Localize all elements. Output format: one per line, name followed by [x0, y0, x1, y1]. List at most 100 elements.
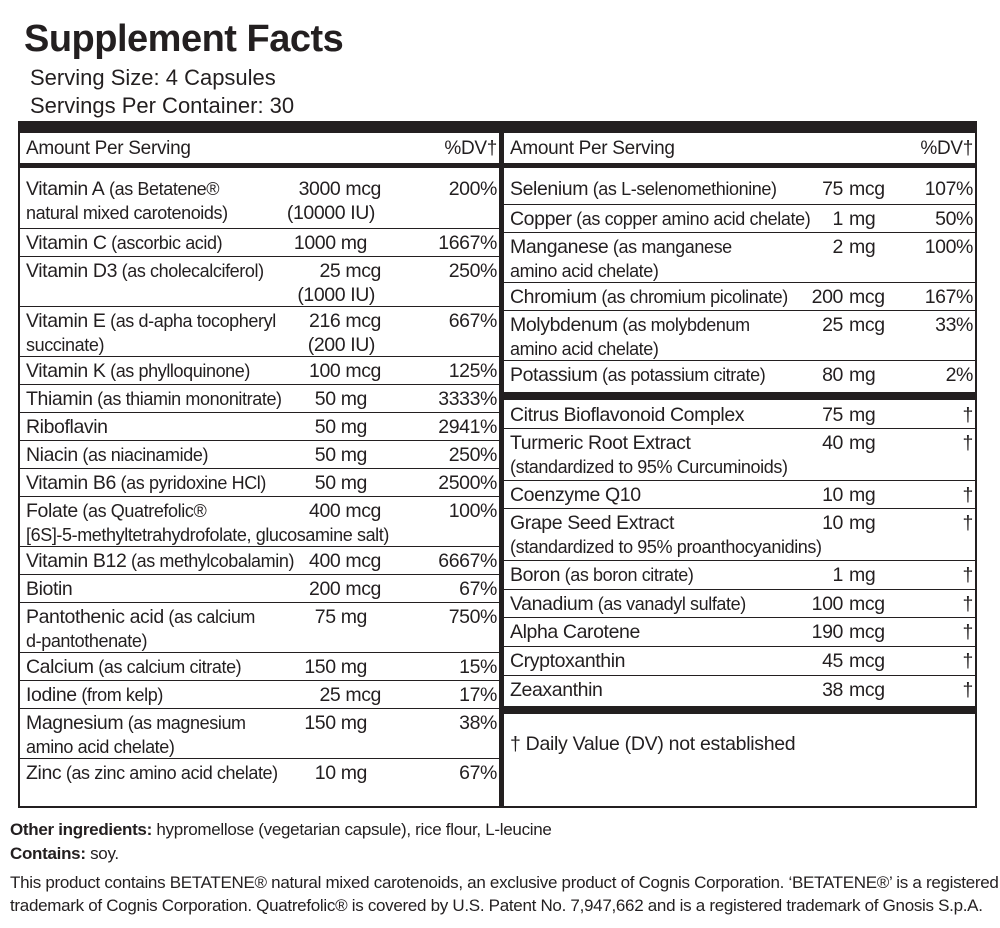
nutrient-label: Boron — [510, 564, 561, 586]
nutrient-quantity: 10 — [822, 512, 843, 534]
nutrient-row: Thiamin (as thiamin mononitrate) 50 mg 333… — [20, 385, 499, 413]
nutrient-amount: 3000 mcg — [298, 178, 382, 200]
nutrient-name: Vitamin D3 (as cholecalciferol) — [26, 259, 264, 283]
nutrient-row: Grape Seed Extract (standardized to 95% p… — [504, 509, 975, 561]
nutrient-source: (as niacinamide) — [77, 445, 209, 465]
nutrient-dv: † — [962, 404, 974, 426]
nutrient-row: Pantothenic acid (as calcium d-pantothena… — [20, 603, 499, 653]
nutrient-name: Vitamin B12 (as methylcobalamin) — [26, 549, 294, 573]
nutrient-row: Magnesium (as magnesium amino acid chelat… — [20, 709, 499, 759]
nutrient-name: Folate (as Quatrefolic® — [26, 499, 207, 523]
nutrient-unit: mcg — [849, 650, 885, 672]
nutrient-amount: 25 mcg — [319, 260, 381, 282]
nutrient-label: Coenzyme Q10 — [510, 484, 641, 506]
dv-header-label: %DV† — [444, 138, 497, 159]
nutrient-name: Chromium (as chromium picolinate) — [510, 285, 788, 309]
nutrient-quantity: 2 — [832, 236, 844, 258]
nutrient-row: Vanadium (as vanadyl sulfate) 100 mcg † — [504, 590, 975, 618]
nutrient-unit: mg — [849, 208, 876, 230]
nutrient-row: Chromium (as chromium picolinate) 200 mcg 1… — [504, 283, 975, 311]
nutrient-label: Calcium — [26, 656, 94, 678]
nutrient-source-cont: natural mixed carotenoids) — [26, 203, 228, 223]
nutrient-dv: 125% — [448, 360, 498, 382]
nutrient-amount: 400 mcg — [309, 550, 381, 572]
nutrient-source-cont: d-pantothenate) — [26, 631, 148, 651]
nutrient-source: (as zinc amino acid chelate) — [61, 763, 278, 783]
nutrient-label: Manganese — [510, 236, 609, 258]
nutrient-source: (as vanadyl sulfate) — [593, 594, 746, 614]
nutrient-quantity: 75 — [822, 178, 843, 200]
nutrient-unit: mg — [849, 564, 876, 586]
nutrient-amount: 10 mg — [314, 762, 368, 784]
nutrient-label: Vitamin K — [26, 360, 106, 382]
nutrient-dv: 250% — [448, 260, 498, 282]
nutrient-amount: 50 mg — [314, 416, 368, 438]
nutrient-unit: mg — [849, 404, 876, 426]
nutrient-source: (as molybdenum — [617, 315, 750, 335]
nutrient-source: (as magnesium — [123, 713, 246, 733]
nutrient-row: Alpha Carotene 190 mcg † — [504, 618, 975, 647]
nutrient-quantity: 38 — [822, 679, 843, 701]
nutrient-dv: 33% — [935, 314, 973, 336]
amount-per-serving-label: Amount Per Serving — [26, 138, 191, 159]
nutrient-amount: 50 mg — [314, 444, 368, 466]
nutrient-label: Zinc — [26, 762, 62, 784]
nutrient-label: Selenium — [510, 178, 589, 200]
nutrient-name: Riboflavin — [26, 415, 108, 439]
nutrient-source-cont: (standardized to 95% proanthocyanidins) — [510, 537, 822, 557]
nutrient-quantity: 1 — [832, 564, 844, 586]
legal-line-1: This product contains BETATENE® natural … — [10, 873, 999, 892]
nutrient-dv: 3333% — [438, 388, 497, 410]
nutrient-label: Grape Seed Extract — [510, 512, 675, 534]
nutrient-label: Magnesium — [26, 712, 124, 734]
nutrient-amount: 1000 mg — [293, 232, 367, 254]
nutrient-dv: 100% — [448, 500, 498, 522]
nutrient-amount: 400 mcg — [309, 500, 381, 522]
nutrient-row: Vitamin B6 (as pyridoxine HCl) 50 mg 2500% — [20, 469, 499, 497]
nutrient-unit: mg — [849, 432, 876, 454]
nutrient-dv: 750% — [448, 606, 498, 628]
nutrient-name: Pantothenic acid (as calcium — [26, 605, 255, 629]
nutrient-row: Cryptoxanthin 45 mcg † — [504, 647, 975, 676]
nutrient-label: Iodine — [26, 684, 77, 706]
nutrient-dv: 2% — [945, 364, 974, 386]
nutrient-label: Thiamin — [26, 388, 93, 410]
nutrient-quantity: 80 — [822, 364, 843, 386]
nutrient-quantity: 40 — [822, 432, 843, 454]
nutrient-dv: 200% — [448, 178, 498, 200]
nutrient-name: Selenium (as L-selenomethionine) — [510, 177, 777, 201]
dv-footnote: † Daily Value (DV) not established — [510, 733, 796, 755]
nutrient-name: Copper (as copper amino acid chelate) — [510, 207, 811, 231]
nutrient-amount-iu: (10000 IU) — [286, 202, 376, 224]
nutrient-name: Potassium (as potassium citrate) — [510, 363, 766, 387]
nutrient-row: Vitamin A (as Betatene® natural mixed car… — [20, 175, 499, 229]
nutrient-name: Vanadium (as vanadyl sulfate) — [510, 592, 746, 616]
nutrient-source: (ascorbic acid) — [106, 233, 223, 253]
nutrient-label: Biotin — [26, 578, 73, 600]
other-ingredients-text: hypromellose (vegetarian capsule), rice … — [151, 820, 552, 839]
bottom-section-rule — [504, 706, 975, 714]
nutrient-row: Zeaxanthin 38 mcg † — [504, 676, 975, 706]
nutrient-source: (as calcium citrate) — [93, 657, 242, 677]
nutrient-amount: 150 mg — [304, 656, 367, 678]
nutrient-label: Cryptoxanthin — [510, 650, 626, 672]
nutrient-dv: 667% — [448, 310, 498, 332]
panel-title: Supplement Facts — [24, 18, 344, 60]
nutrient-source: (as manganese — [608, 237, 732, 257]
legal-line-2: trademark of Cognis Corporation. Quatref… — [10, 896, 983, 915]
nutrient-quantity: 100 — [811, 593, 844, 615]
nutrient-label: Vitamin C — [26, 232, 107, 254]
nutrient-label: Copper — [510, 208, 572, 230]
nutrient-name: Magnesium (as magnesium — [26, 711, 246, 735]
nutrient-dv: 50% — [935, 208, 973, 230]
nutrient-quantity: 1 — [832, 208, 844, 230]
nutrient-amount: 50 mg — [314, 472, 368, 494]
nutrient-label: Vitamin B6 — [26, 472, 116, 494]
nutrient-label: Zeaxanthin — [510, 679, 603, 701]
nutrient-dv: 107% — [924, 178, 974, 200]
nutrient-dv: 100% — [924, 236, 974, 258]
nutrient-unit: mcg — [849, 286, 885, 308]
nutrient-dv: † — [962, 432, 974, 454]
nutrient-name: Vitamin B6 (as pyridoxine HCl) — [26, 471, 266, 495]
nutrient-source: (as d-apha tocopheryl — [105, 311, 276, 331]
